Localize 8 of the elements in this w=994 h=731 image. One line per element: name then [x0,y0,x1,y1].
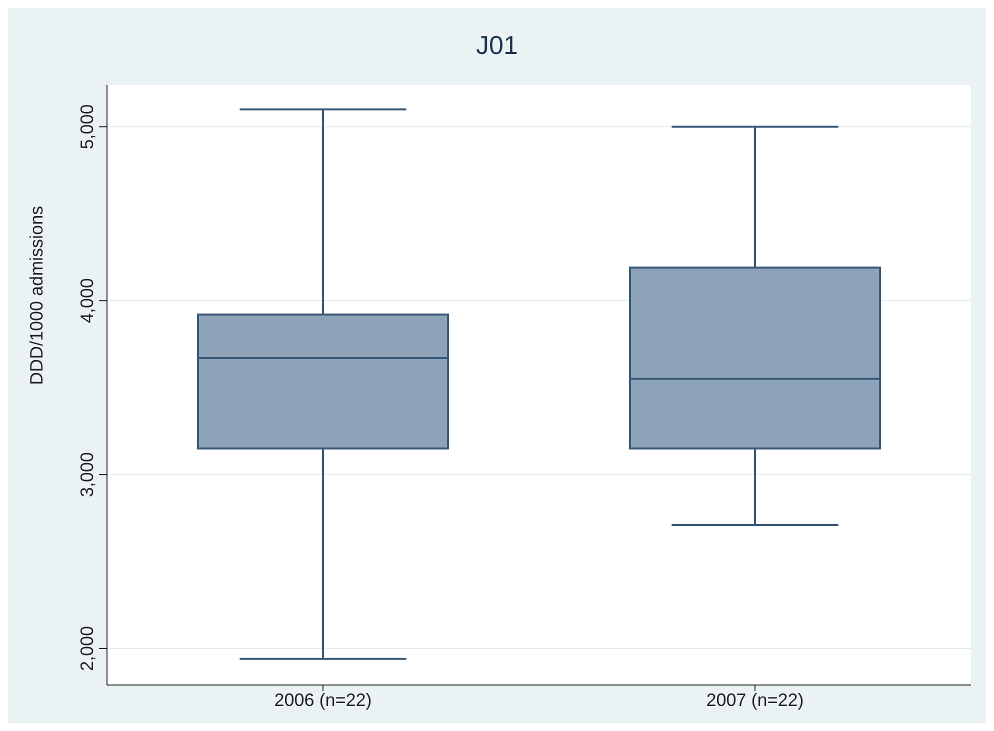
y-axis-title: DDD/1000 admissions [26,206,46,385]
y-tick-label: 2,000 [77,626,97,671]
x-tick-label: 2006 (n=22) [274,690,372,710]
x-tick-label: 2007 (n=22) [706,690,804,710]
y-tick-label: 5,000 [77,104,97,150]
chart-title: J01 [475,30,519,61]
y-tick-label: 4,000 [77,278,97,324]
y-tick-label: 3,000 [77,452,97,498]
